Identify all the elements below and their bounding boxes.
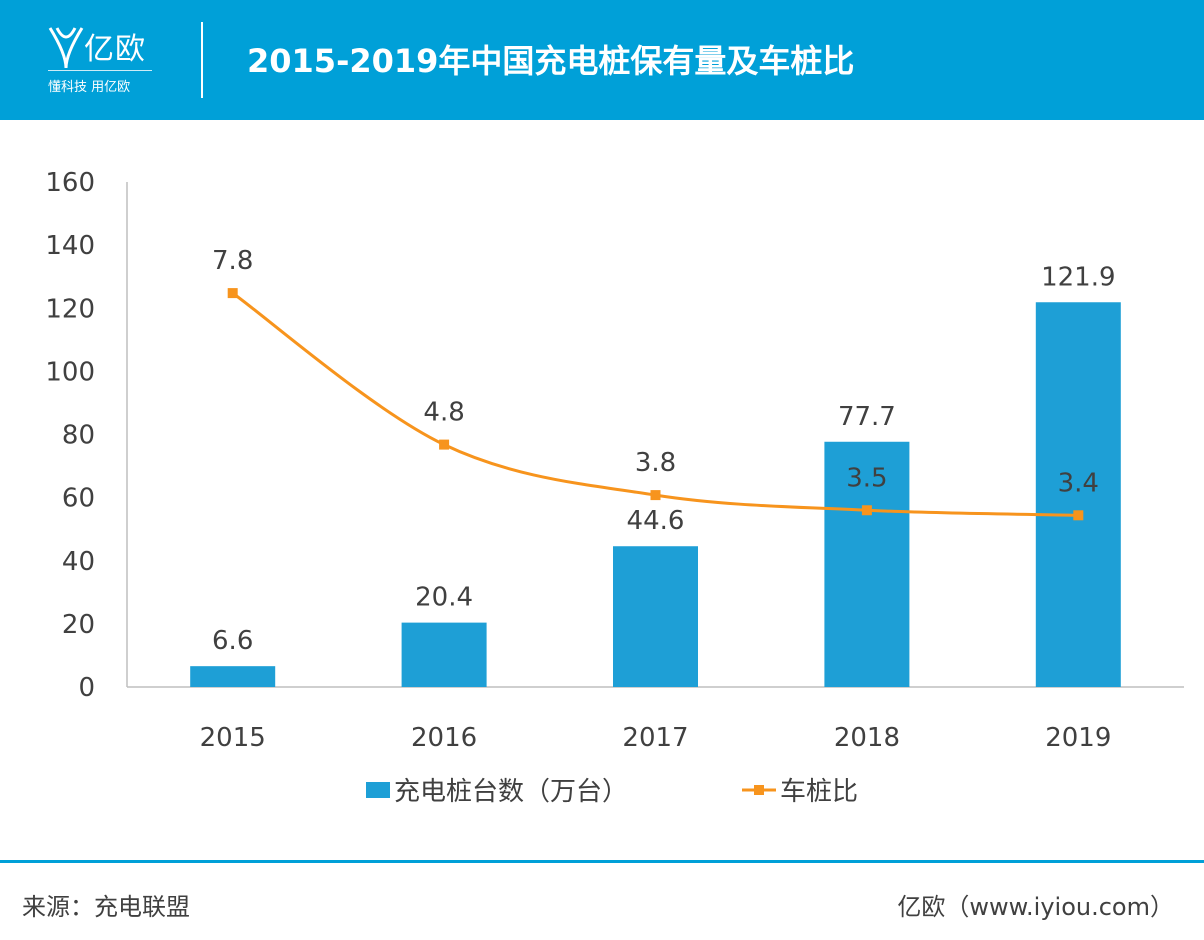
x-tick-label: 2015: [200, 723, 266, 753]
bar-data-label: 20.4: [415, 583, 473, 613]
legend: 充电桩台数（万台） 车桩比: [366, 777, 858, 807]
line-data-label: 7.8: [212, 246, 253, 276]
bar: [824, 441, 910, 687]
chart: 0 20 40 60 80 100 120 140 160 2015 2016 2017 2018 201…: [45, 168, 1184, 807]
chart-title: 2015-2019年中国充电桩保有量及车桩比: [247, 42, 855, 80]
y-tick-label: 60: [62, 484, 95, 514]
y-tick-label: 80: [62, 421, 95, 451]
chart-axes: 0 20 40 60 80 100 120 140 160 2015 2016 2017 2018 201…: [45, 168, 1184, 753]
line-point: [227, 288, 238, 299]
line-point: [861, 505, 872, 516]
legend-bar-swatch: [366, 782, 390, 798]
line-data-label: 3.8: [635, 448, 676, 478]
y-tick-label: 0: [78, 673, 95, 703]
header-banner: 亿欧 懂科技 用亿欧 2015-2019年中国充电桩保有量及车桩比: [0, 0, 1204, 120]
line-data-label: 3.4: [1058, 468, 1099, 498]
logo-y-icon: [48, 27, 84, 69]
bar-data-label: 77.7: [838, 402, 896, 432]
line-point: [650, 490, 661, 501]
bar: [190, 666, 276, 687]
logo-divider: [48, 70, 152, 71]
bar: [401, 622, 487, 687]
bar-data-label: 121.9: [1041, 262, 1115, 292]
brand-logo: 亿欧 懂科技 用亿欧: [48, 20, 168, 100]
x-tick-label: 2016: [411, 723, 477, 753]
y-tick-label: 160: [45, 168, 95, 198]
legend-line-marker: [754, 785, 764, 795]
x-tick-label: 2018: [834, 723, 900, 753]
footer-divider: [0, 860, 1204, 863]
x-tick-label: 2017: [622, 723, 688, 753]
line-data-label: 4.8: [423, 398, 464, 428]
bar: [613, 546, 698, 687]
line-data-label: 3.5: [846, 463, 887, 493]
bar: [1035, 302, 1121, 687]
logo-text: 亿欧: [84, 32, 146, 67]
bar-data-label: 44.6: [627, 506, 685, 536]
legend-line-label: 车桩比: [780, 777, 858, 807]
source-note: 来源：充电联盟: [22, 893, 190, 921]
y-tick-label: 20: [62, 610, 95, 640]
legend-bar-label: 充电桩台数（万台）: [394, 777, 628, 807]
line-series: [227, 288, 1084, 521]
y-tick-label: 140: [45, 231, 95, 261]
bar-series: [190, 302, 1121, 687]
y-tick-label: 120: [45, 294, 95, 324]
bar-data-label: 6.6: [212, 626, 253, 656]
data-labels: 6.6 20.4 44.6 77.7 121.9 7.8 4.8 3.8 3.5 3.4: [212, 246, 1115, 656]
header-divider: [201, 22, 203, 98]
y-tick-label: 100: [45, 357, 95, 387]
line-point: [439, 439, 450, 450]
logo-slogan: 懂科技 用亿欧: [48, 80, 131, 95]
y-tick-label: 40: [62, 547, 95, 577]
line-point: [1073, 510, 1084, 521]
x-tick-label: 2019: [1045, 723, 1111, 753]
line-path: [231, 291, 1079, 517]
brand-credit: 亿欧（www.iyiou.com）: [897, 893, 1174, 921]
